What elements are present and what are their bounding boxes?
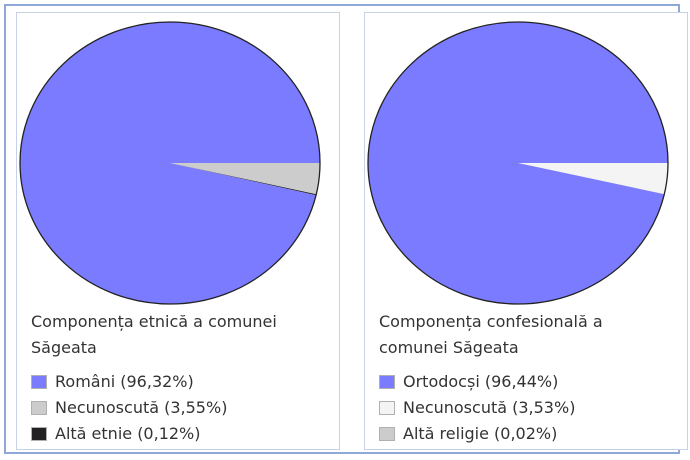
pie-slice-ortodocși: [368, 21, 668, 304]
legend-swatch: [379, 375, 395, 389]
legend-label: Necunoscută (3,55%): [55, 398, 228, 417]
legend-swatch: [379, 401, 395, 415]
pie-slice-români: [20, 22, 321, 305]
legend-item-alta-religie: Altă religie (0,02%): [379, 421, 679, 447]
figure-frame: Componența etnică a comunei Săgeata Româ…: [4, 4, 688, 454]
pie-slice-altă-religie: [518, 163, 665, 195]
pie-slice-necunoscută: [518, 163, 668, 195]
ethnic-legend: Români (96,32%) Necunoscută (3,55%) Altă…: [31, 369, 331, 447]
religion-legend: Ortodocși (96,44%) Necunoscută (3,53%) A…: [379, 369, 679, 447]
pie-outline: [367, 21, 669, 305]
legend-item-romani: Români (96,32%): [31, 369, 331, 395]
legend-label: Altă religie (0,02%): [403, 424, 558, 443]
legend-swatch: [31, 401, 47, 415]
legend-item-alta-etnie: Altă etnie (0,12%): [31, 421, 331, 447]
legend-item-necunoscuta: Necunoscută (3,55%): [31, 395, 331, 421]
pie-slice-altă-etnie: [170, 163, 317, 196]
legend-label: Ortodocși (96,44%): [403, 372, 559, 391]
religion-pie-chart: [367, 21, 669, 305]
pie-slice-necunoscută: [170, 163, 320, 195]
legend-swatch: [379, 427, 395, 441]
legend-label: Români (96,32%): [55, 372, 194, 391]
religion-chart-title: Componența confesională a comunei Săgeat…: [379, 312, 603, 357]
ethnic-chart-title: Componența etnică a comunei Săgeata: [31, 312, 277, 357]
legend-item-necunoscuta: Necunoscută (3,53%): [379, 395, 679, 421]
religion-chart-panel: Componența confesională a comunei Săgeat…: [364, 12, 688, 450]
ethnic-pie-chart: [19, 21, 321, 305]
pie-outline: [19, 21, 321, 305]
legend-label: Altă etnie (0,12%): [55, 424, 201, 443]
legend-item-ortodocsi: Ortodocși (96,44%): [379, 369, 679, 395]
legend-label: Necunoscută (3,53%): [403, 398, 576, 417]
legend-swatch: [31, 375, 47, 389]
ethnic-chart-panel: Componența etnică a comunei Săgeata Româ…: [16, 12, 340, 450]
legend-swatch: [31, 427, 47, 441]
